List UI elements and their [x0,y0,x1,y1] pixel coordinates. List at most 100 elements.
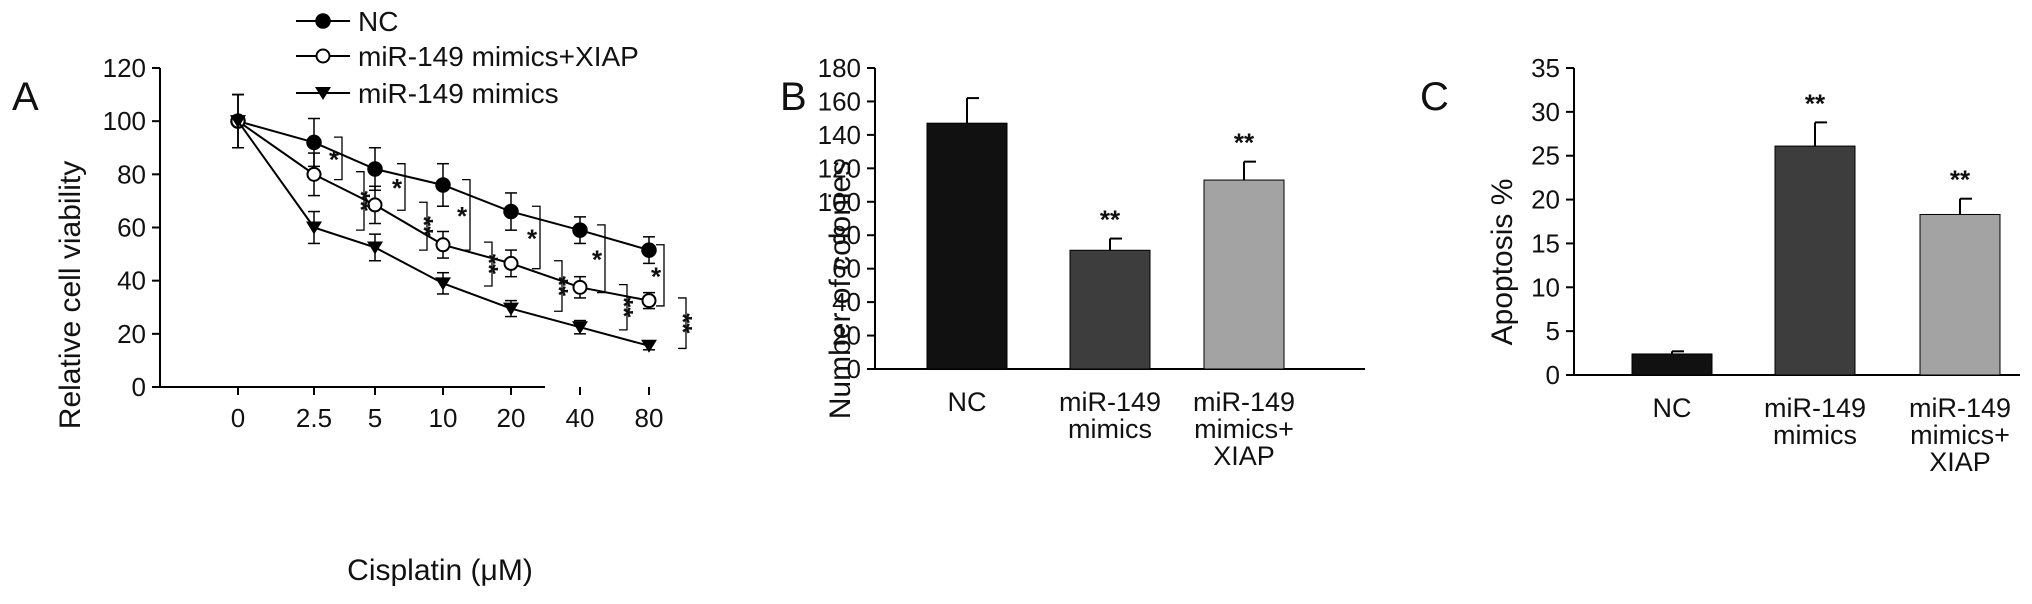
panel-a-data-point [641,242,657,258]
panel-c-y-tick-label: 5 [1546,316,1560,346]
panel-a-sig-marker: ** [544,276,574,297]
panel-b-y-tick-label: 20 [832,321,861,351]
panel-b-sig-marker: ** [1100,205,1121,235]
panel-b-bar [1203,179,1285,370]
panel-a-data-point [572,222,588,238]
panel-c-sig-marker: ** [1950,165,1971,195]
panel-c-y-tick-label: 25 [1531,141,1560,171]
panel-c-sig-marker: ** [1805,88,1826,118]
panel-a-y-tick-label: 20 [117,319,146,349]
panel-a-x-tick-label: 10 [429,403,458,433]
panel-c-category-label: miR-149 mimics [1764,393,1866,450]
panel-a-sig-bracket [619,284,628,331]
panel-c-y-axis-title: Apoptosis % [1486,179,1519,346]
panel-c-plot: 0 5 10 15 20 25 30 35 NC ** miR-149 mimics ** miR-149… [1531,53,2020,477]
panel-b-bar [1069,249,1151,370]
panel-b-y-tick-label: 180 [818,53,861,83]
panel-a-sig-bracket [397,163,406,211]
panel-a-sig-bracket [597,224,606,294]
panel-a-data-point [435,277,451,291]
panel-a-data-point [572,279,588,295]
panel-a-sig-marker: * [651,261,662,291]
panel-a-sig-marker: * [592,245,603,275]
panel-a-y-tick-label: 80 [117,159,146,189]
panel-b-sig-marker: ** [1234,128,1255,158]
panel-c-y-tick-label: 15 [1531,228,1560,258]
panel-a-x-axis-title: Cisplatin (μM) [347,554,533,587]
panel-a-data-point [367,241,383,255]
panel-a-data-point [306,221,322,235]
legend-label: miR-149 mimics [358,78,559,109]
panel-c-bar [1919,213,2001,376]
panel-a-data-point [503,203,519,220]
panel-a-data-point [306,134,322,151]
panel-a-x-tick-label: 20 [497,403,526,433]
panel-a-y-tick-label: 0 [132,372,146,402]
panel-a-data-point [641,293,657,309]
panel-b-y-tick-label: 140 [818,120,861,150]
panel-b-y-tick-label: 40 [832,287,861,317]
panel-letter-a: A [12,75,39,119]
panel-c-y-tick-label: 0 [1546,360,1560,390]
panel-c-bar [1631,353,1713,376]
panel-a-sig-bracket [678,297,687,350]
panel-a-sig-bracket [532,205,541,270]
panel-c-category-label: miR-149 mimics+ XIAP [1909,393,2011,477]
panel-a-data-point [503,302,519,316]
panel-a-data-point [641,339,657,353]
panel-a-sig-marker: ** [668,313,698,334]
panel-b-y-tick-label: 120 [818,153,861,183]
panel-a-data-point [435,237,451,253]
panel-b-y-tick-label: 60 [832,254,861,284]
panel-a-data-point [306,166,322,182]
panel-a-sig-marker: ** [609,297,639,318]
panel-a-data-point [367,197,383,213]
panel-a-x-tick-label: 0 [231,403,245,433]
panel-a-y-tick-label: 40 [117,266,146,296]
panel-a-x-tick-label: 2.5 [296,403,332,433]
panel-c-y-tick-label: 20 [1531,185,1560,215]
panel-b-y-tick-label: 100 [818,187,861,217]
panel-a-sig-marker: ** [474,254,504,275]
panel-a-x-tick-label: 5 [368,403,382,433]
panel-a-data-point [230,115,246,129]
panel-letter-c: C [1420,75,1449,119]
panel-a-sig-marker: * [457,201,468,231]
panel-b-y-tick-label: 160 [818,86,861,116]
panel-a-sig-marker: ** [346,191,376,212]
panel-b-category-label: NC [948,387,987,417]
legend-marker [315,87,331,100]
legend-marker [315,48,331,64]
panel-c-y-tick-label: 30 [1531,97,1560,127]
panel-b-bar [926,122,1008,370]
panel-b-category-label: miR-149 mimics+ XIAP [1193,387,1295,471]
panel-a-y-tick-label: 60 [117,213,146,243]
panel-a-sig-bracket [462,179,471,251]
panel-a-data-point [572,321,588,335]
panel-a-sig-bracket [419,201,428,251]
panel-a-y-tick-label: 120 [103,53,146,83]
panel-b-y-tick-label: 0 [847,354,861,384]
panel-a-sig-bracket [356,171,365,231]
panel-a-x-tick-label: 80 [635,403,664,433]
panel-a-sig-marker: * [329,144,340,174]
legend-marker [315,13,331,29]
panel-c-category-label: NC [1653,393,1692,423]
panel-a-x-tick-label: 40 [566,403,595,433]
panel-b-y-tick-label: 80 [832,220,861,250]
panel-a-data-point [503,255,519,271]
panel-letter-b: B [780,75,807,119]
panel-b-y-axis-title: Number of colonies [824,161,857,419]
panel-a-sig-bracket [334,136,343,181]
panel-b-category-label: miR-149 mimics [1059,387,1161,444]
panel-a-sig-marker: * [527,223,538,253]
panel-a-sig-bracket [656,244,665,307]
panel-a-data-point [435,177,451,193]
panel-a-y-tick-label: 100 [103,106,146,136]
legend-label: NC [358,6,398,37]
panel-a-sig-bracket [554,260,563,312]
panel-a-y-axis-title: Relative cell viability [54,161,87,429]
panel-a-plot: 0 20 40 60 80 100 120 0 2.5 5 10 20 40 80 NC miR-149 mi… [103,6,698,433]
